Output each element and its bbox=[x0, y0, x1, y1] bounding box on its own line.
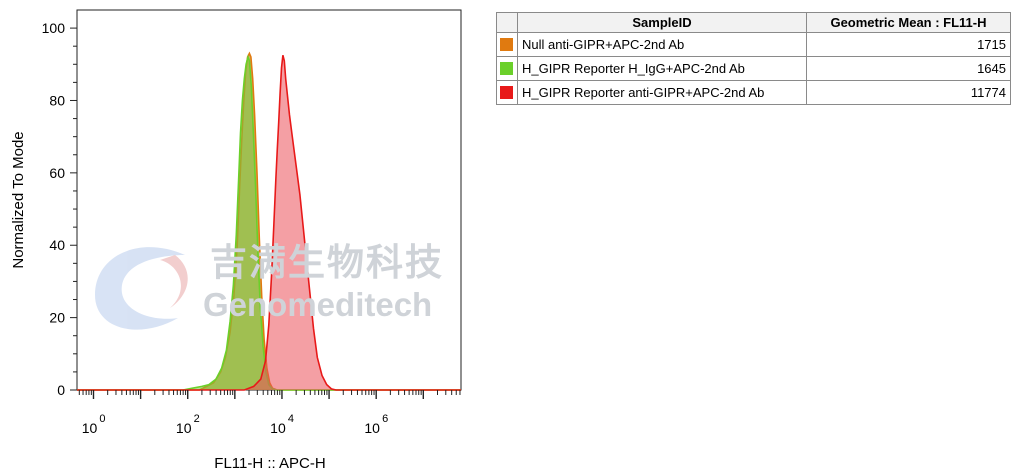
legend-swatch bbox=[500, 62, 513, 75]
legend-sample: H_GIPR Reporter H_IgG+APC-2nd Ab bbox=[517, 56, 807, 81]
watermark-logo bbox=[95, 247, 188, 330]
x-tick-label: 10 bbox=[270, 420, 286, 436]
series-line bbox=[77, 54, 461, 391]
x-tick-exponent: 6 bbox=[382, 413, 388, 425]
legend-row: H_GIPR Reporter anti-GIPR+APC-2nd Ab 117… bbox=[496, 80, 1011, 105]
y-tick-label: 60 bbox=[49, 165, 65, 181]
series-layer bbox=[77, 51, 461, 391]
legend-value: 11774 bbox=[806, 80, 1011, 105]
series-line bbox=[77, 55, 461, 391]
legend-header-sample: SampleID bbox=[517, 12, 807, 33]
x-tick-exponent: 0 bbox=[99, 413, 105, 425]
x-tick-exponent: 4 bbox=[288, 413, 294, 425]
legend-sample: H_GIPR Reporter anti-GIPR+APC-2nd Ab bbox=[517, 80, 807, 105]
y-tick-label: 0 bbox=[57, 382, 65, 398]
legend-value: 1645 bbox=[806, 56, 1011, 81]
y-tick-label: 80 bbox=[49, 92, 65, 108]
legend-row: Null anti-GIPR+APC-2nd Ab 1715 bbox=[496, 32, 1011, 57]
x-axis-label: FL11-H :: APC-H bbox=[214, 455, 325, 472]
legend-header-row: SampleID Geometric Mean : FL11-H bbox=[496, 12, 1011, 33]
legend-swatch bbox=[500, 38, 513, 51]
y-tick-label: 20 bbox=[49, 310, 65, 326]
x-tick-label: 10 bbox=[364, 420, 380, 436]
legend-swatch bbox=[500, 86, 513, 99]
legend-header-color bbox=[496, 12, 518, 33]
legend-row: H_GIPR Reporter H_IgG+APC-2nd Ab 1645 bbox=[496, 56, 1011, 81]
x-tick-exponent: 2 bbox=[194, 413, 200, 425]
series-area bbox=[77, 55, 461, 390]
x-tick-label: 10 bbox=[82, 420, 98, 436]
watermark-chinese: 吉满生物科技 bbox=[210, 241, 444, 284]
watermark-english: Genomeditech bbox=[203, 286, 433, 323]
y-axis-label: Normalized To Mode bbox=[10, 131, 27, 268]
legend-value: 1715 bbox=[806, 32, 1011, 57]
legend-table: SampleID Geometric Mean : FL11-H Null an… bbox=[496, 12, 1011, 105]
y-tick-label: 40 bbox=[49, 237, 65, 253]
legend-header-value: Geometric Mean : FL11-H bbox=[806, 12, 1011, 33]
x-tick-label: 10 bbox=[176, 420, 192, 436]
legend-sample: Null anti-GIPR+APC-2nd Ab bbox=[517, 32, 807, 57]
y-tick-label: 100 bbox=[42, 20, 66, 36]
